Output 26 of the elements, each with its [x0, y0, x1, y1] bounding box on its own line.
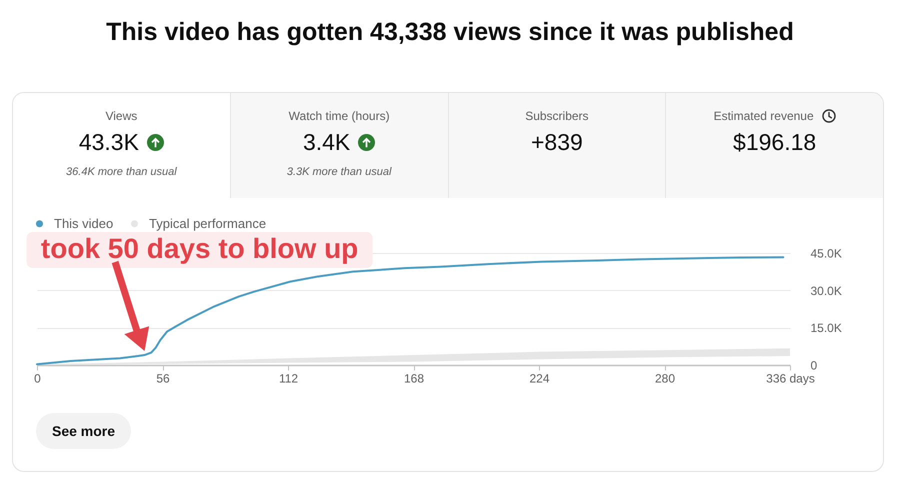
button[interactable]: See more — [36, 413, 132, 449]
text: This video has gotten 43,338 views since it was published — [105, 17, 795, 48]
text: Views — [105, 108, 138, 124]
x-tick-label: 280 — [654, 372, 676, 386]
x-tick-label: 112 — [278, 372, 298, 386]
text: +839 — [530, 128, 583, 156]
legend-label: This video — [54, 216, 114, 231]
text: 3.3K more than usual — [286, 165, 393, 179]
text: 3.4K — [302, 128, 350, 156]
y-tick-label: 30.0K — [810, 284, 842, 298]
text: $196.18 — [733, 128, 816, 156]
text: 43.3K — [78, 128, 139, 156]
text: Watch time (hours) — [288, 108, 390, 124]
legend-label: Typical performance — [149, 216, 266, 231]
text: Subscribers — [525, 108, 589, 124]
text: 36.4K more than usual — [65, 165, 178, 179]
x-tick-label: 0 — [34, 372, 42, 386]
annotation: took 50 days to blow up — [40, 233, 358, 264]
y-tick-label: 0 — [810, 358, 818, 372]
x-tick-label: 56 — [156, 372, 170, 386]
x-tick-label: 224 — [529, 372, 550, 386]
text: Estimated revenue — [714, 108, 814, 124]
y-tick-label: 45.0K — [810, 246, 842, 260]
x-tick-label: 168 — [404, 372, 424, 386]
x-tick-label: 336 days — [766, 372, 815, 386]
y-tick-label: 15.0K — [810, 321, 842, 336]
